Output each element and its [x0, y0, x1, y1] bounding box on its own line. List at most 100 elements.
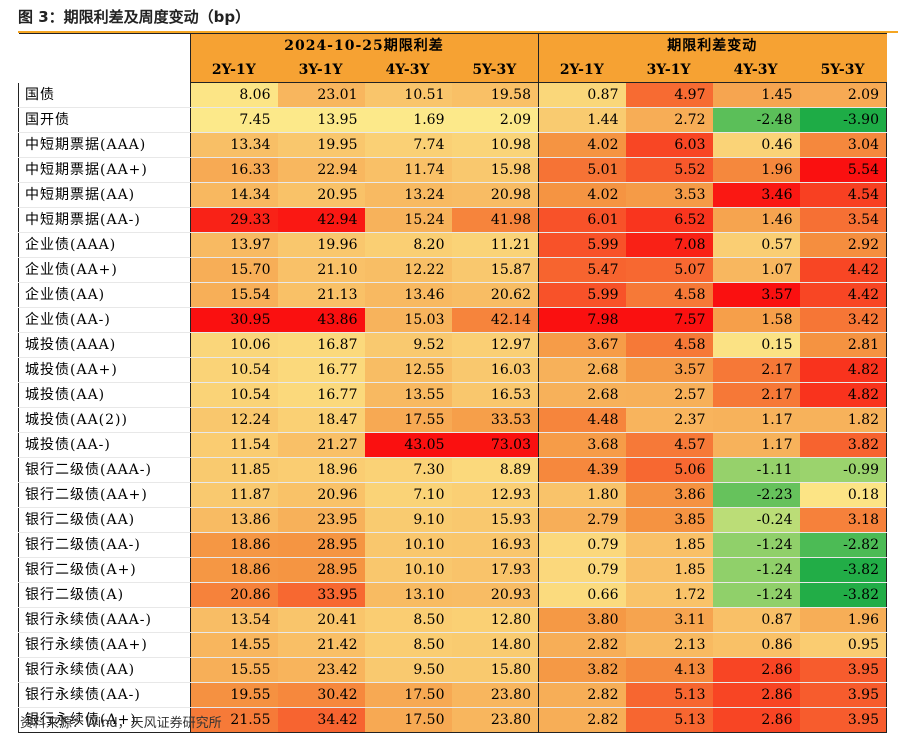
change-cell: -2.23 — [712, 482, 800, 508]
row-label: 企业债(AA-) — [18, 307, 191, 333]
spread-cell: 20.62 — [451, 282, 539, 308]
spread-cell: 7.10 — [364, 482, 452, 508]
spread-cell: 13.10 — [364, 582, 452, 608]
change-cell: 0.18 — [799, 482, 887, 508]
change-cell: -3.82 — [799, 582, 887, 608]
spread-cell: 19.95 — [277, 132, 365, 158]
table-row: 银行永续债(AA) 15.55 23.42 9.50 15.80 3.82 4.13 2.86… — [18, 657, 887, 683]
change-cell: -2.48 — [712, 107, 800, 133]
row-label: 国债 — [18, 82, 191, 108]
change-cell: 5.07 — [625, 257, 713, 283]
change-cell: 4.97 — [625, 82, 713, 108]
spread-cell: 13.54 — [190, 607, 278, 633]
table-row: 企业债(AA) 15.54 21.13 13.46 20.62 5.99 4.58 3.57 4… — [18, 282, 887, 308]
row-label: 国开债 — [18, 107, 191, 133]
spread-cell: 22.94 — [277, 157, 365, 183]
change-cell: 2.68 — [538, 382, 626, 408]
change-cell: 2.17 — [712, 382, 800, 408]
figure-title-bar: 图 3：期限利差及周度变动（bp） — [18, 0, 898, 33]
change-cell: 4.42 — [799, 257, 887, 283]
change-cell: 1.96 — [799, 607, 887, 633]
change-cell: -1.24 — [712, 582, 800, 608]
table-row: 企业债(AAA) 13.97 19.96 8.20 11.21 5.99 7.08 0.57 2… — [18, 232, 887, 258]
change-cell: -3.82 — [799, 557, 887, 583]
spread-cell: 21.10 — [277, 257, 365, 283]
spread-cell: 20.96 — [277, 482, 365, 508]
spread-cell: 42.14 — [451, 307, 539, 333]
change-cell: -3.90 — [799, 107, 887, 133]
spread-cell: 15.70 — [190, 257, 278, 283]
table-row: 银行永续债(AAA-) 13.54 20.41 8.50 12.80 3.80 3.11 0.… — [18, 607, 887, 633]
change-cell: 2.81 — [799, 332, 887, 358]
row-label: 银行永续债(AA-) — [18, 682, 191, 708]
spread-cell: 23.42 — [277, 657, 365, 683]
spread-cell: 20.95 — [277, 182, 365, 208]
spread-cell: 11.74 — [364, 157, 452, 183]
column-header: 4Y-3Y — [712, 58, 800, 83]
change-cell: 1.85 — [625, 557, 713, 583]
table-row: 中短期票据(AA+) 16.33 22.94 11.74 15.98 5.01 5.52 1.… — [18, 157, 887, 183]
change-cell: 4.02 — [538, 132, 626, 158]
row-label: 银行二级债(A+) — [18, 557, 191, 583]
table-row: 国开债 7.45 13.95 1.69 2.09 1.44 2.72 -2.48 -3.90 — [18, 107, 887, 133]
spread-cell: 30.42 — [277, 682, 365, 708]
change-cell: 4.57 — [625, 432, 713, 458]
change-cell: 3.54 — [799, 207, 887, 233]
table-row: 城投债(AA-) 11.54 21.27 43.05 73.03 3.68 4.57 1.17… — [18, 432, 887, 458]
spread-cell: 10.10 — [364, 557, 452, 583]
change-cell: 4.82 — [799, 382, 887, 408]
spread-cell: 30.95 — [190, 307, 278, 333]
table-row: 城投债(AA+) 10.54 16.77 12.55 16.03 2.68 3.57 2.17… — [18, 357, 887, 383]
row-label: 城投债(AA+) — [18, 357, 191, 383]
spread-cell: 33.95 — [277, 582, 365, 608]
row-label: 城投债(AA(2)) — [18, 407, 191, 433]
spread-cell: 9.50 — [364, 657, 452, 683]
change-cell: 4.54 — [799, 182, 887, 208]
spread-cell: 13.46 — [364, 282, 452, 308]
change-cell: 1.58 — [712, 307, 800, 333]
spread-cell: 9.52 — [364, 332, 452, 358]
change-cell: 3.95 — [799, 657, 887, 683]
row-label: 银行二级债(A) — [18, 582, 191, 608]
spread-cell: 73.03 — [451, 432, 539, 458]
table-row: 国债 8.06 23.01 10.51 19.58 0.87 4.97 1.45 2.09 — [18, 82, 887, 108]
spread-cell: 11.21 — [451, 232, 539, 258]
spread-cell: 21.42 — [277, 632, 365, 658]
spread-cell: 21.13 — [277, 282, 365, 308]
change-cell: 5.52 — [625, 157, 713, 183]
spread-cell: 19.58 — [451, 82, 539, 108]
column-header: 3Y-1Y — [277, 58, 365, 83]
change-cell: 4.39 — [538, 457, 626, 483]
row-label: 中短期票据(AA+) — [18, 157, 191, 183]
change-cell: 3.68 — [538, 432, 626, 458]
change-cell: 4.58 — [625, 332, 713, 358]
spread-cell: 13.24 — [364, 182, 452, 208]
row-label: 银行永续债(AA) — [18, 657, 191, 683]
spread-cell: 42.94 — [277, 207, 365, 233]
change-cell: 3.95 — [799, 707, 887, 733]
change-cell: 3.18 — [799, 507, 887, 533]
spread-cell: 20.93 — [451, 582, 539, 608]
change-cell: 3.80 — [538, 607, 626, 633]
change-cell: 4.58 — [625, 282, 713, 308]
change-cell: 6.03 — [625, 132, 713, 158]
spread-cell: 43.86 — [277, 307, 365, 333]
column-header: 5Y-3Y — [799, 58, 887, 83]
row-label: 银行二级债(AA+) — [18, 482, 191, 508]
spread-cell: 12.22 — [364, 257, 452, 283]
spread-cell: 10.54 — [190, 357, 278, 383]
spread-cell: 7.30 — [364, 457, 452, 483]
spread-cell: 12.93 — [451, 482, 539, 508]
spread-cell: 13.55 — [364, 382, 452, 408]
spread-cell: 20.98 — [451, 182, 539, 208]
row-label: 城投债(AA) — [18, 382, 191, 408]
change-cell: 3.82 — [538, 657, 626, 683]
change-cell: 5.13 — [625, 682, 713, 708]
spread-cell: 16.77 — [277, 382, 365, 408]
column-header: 3Y-1Y — [625, 58, 713, 83]
spread-cell: 19.55 — [190, 682, 278, 708]
change-cell: 4.42 — [799, 282, 887, 308]
spread-cell: 8.89 — [451, 457, 539, 483]
change-cell: 1.17 — [712, 432, 800, 458]
change-cell: 2.57 — [625, 382, 713, 408]
